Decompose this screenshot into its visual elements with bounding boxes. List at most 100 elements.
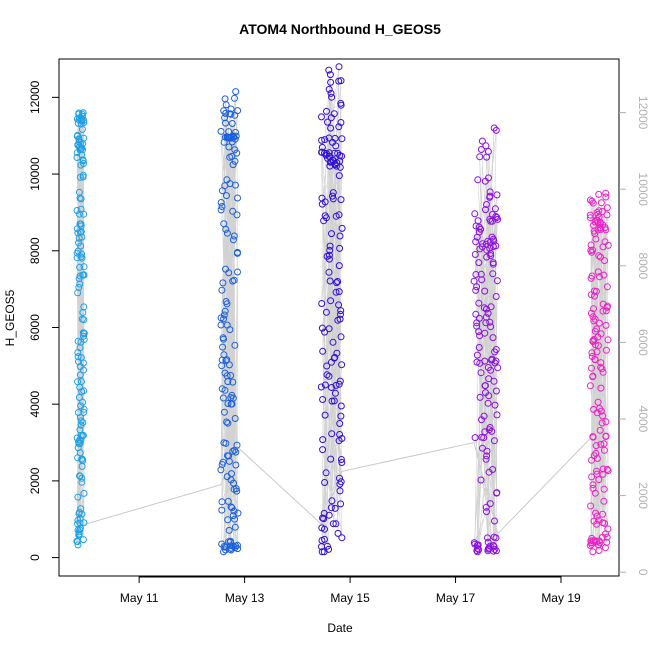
data-point	[329, 189, 337, 197]
data-point	[587, 502, 595, 510]
data-point	[329, 192, 336, 200]
data-point	[337, 456, 345, 463]
flight-track-line	[320, 66, 343, 552]
data-point	[228, 470, 235, 478]
data-point	[229, 161, 237, 169]
data-point	[234, 268, 241, 276]
data-point	[595, 319, 603, 327]
data-point	[217, 199, 225, 206]
data-point	[334, 529, 342, 537]
data-point	[594, 342, 602, 350]
data-point	[471, 540, 479, 548]
right-y-tick-label: 12000	[636, 96, 650, 130]
data-point	[593, 470, 601, 478]
data-point	[473, 351, 481, 359]
data-point	[75, 440, 83, 448]
data-point	[332, 520, 340, 528]
data-point	[327, 504, 335, 512]
data-point	[233, 211, 241, 219]
data-point	[337, 478, 345, 486]
data-point	[327, 455, 335, 463]
data-point	[475, 299, 483, 307]
data-point	[484, 547, 492, 555]
data-point	[603, 211, 611, 219]
data-point	[478, 276, 486, 284]
data-point	[229, 236, 237, 244]
data-point	[77, 115, 85, 123]
data-point	[79, 536, 87, 544]
data-point	[477, 476, 485, 484]
data-point	[336, 420, 344, 427]
data-point	[75, 394, 83, 401]
data-point	[335, 211, 343, 219]
data-point	[328, 430, 336, 438]
data-point	[482, 206, 489, 214]
data-point	[320, 509, 328, 517]
data-point	[77, 161, 85, 169]
data-point	[80, 519, 88, 527]
data-point	[75, 283, 83, 291]
data-point	[328, 397, 336, 405]
data-point	[80, 408, 88, 416]
data-point	[77, 421, 85, 429]
data-point	[80, 316, 88, 324]
data-point	[218, 286, 226, 294]
data-point	[604, 467, 612, 475]
data-point	[218, 362, 226, 370]
plot-area	[58, 58, 620, 577]
data-point	[337, 119, 345, 126]
data-point	[482, 455, 490, 463]
data-point	[220, 408, 228, 416]
data-point	[219, 279, 227, 287]
data-point	[234, 509, 242, 517]
flight-track-line	[76, 112, 85, 545]
data-point	[589, 481, 597, 489]
data-point	[337, 310, 344, 318]
data-point	[231, 341, 239, 349]
data-point	[338, 152, 346, 160]
data-point	[234, 248, 241, 256]
data-point	[490, 437, 498, 445]
data-point	[604, 241, 612, 249]
data-point	[320, 548, 328, 556]
data-point	[74, 538, 81, 546]
data-point	[223, 192, 230, 200]
data-point	[232, 181, 239, 189]
data-point	[318, 136, 326, 144]
data-point	[473, 547, 481, 555]
data-point	[222, 119, 229, 127]
data-point	[491, 517, 498, 525]
right-y-tick-label: 10000	[636, 173, 650, 207]
data-point	[327, 124, 335, 132]
data-point	[337, 402, 345, 410]
data-point	[229, 207, 237, 215]
data-point	[326, 242, 334, 250]
data-point	[492, 293, 500, 300]
data-point	[232, 128, 239, 136]
data-point	[588, 364, 595, 372]
data-point	[337, 333, 345, 341]
data-point	[75, 135, 83, 143]
data-point	[591, 489, 599, 497]
data-point	[231, 415, 239, 422]
data-point	[75, 239, 82, 247]
data-point	[75, 508, 83, 516]
data-point	[482, 142, 490, 150]
y-tick-label: 6000	[28, 314, 42, 341]
data-point	[75, 138, 83, 146]
data-point	[76, 519, 84, 527]
data-point	[603, 465, 611, 473]
data-point	[331, 389, 339, 397]
data-point	[225, 538, 232, 546]
data-point	[477, 270, 485, 278]
data-point	[471, 210, 479, 218]
data-point	[80, 405, 88, 413]
data-point	[475, 328, 483, 336]
data-point	[471, 434, 479, 442]
data-point	[76, 363, 84, 371]
data-point	[231, 523, 239, 531]
data-point	[597, 225, 605, 233]
data-point	[223, 321, 231, 329]
data-point	[80, 332, 87, 340]
